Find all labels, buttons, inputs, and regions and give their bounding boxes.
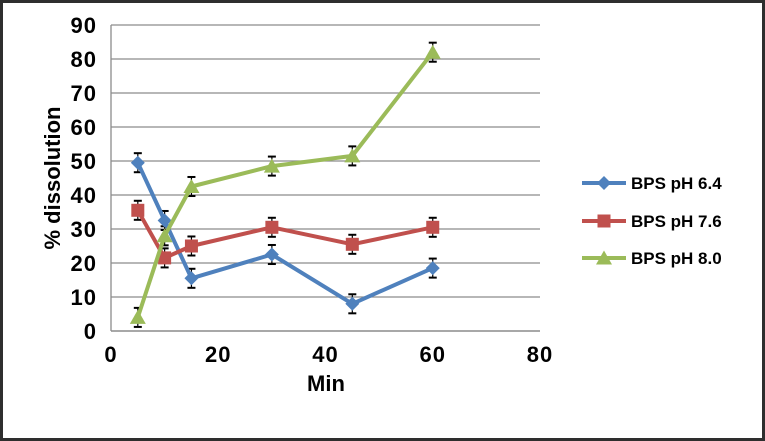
- series-marker: [345, 296, 360, 311]
- y-tick-label: 60: [71, 115, 97, 140]
- x-tick-label: 80: [527, 342, 553, 367]
- series-marker: [265, 220, 279, 234]
- y-axis-title: % dissolution: [40, 107, 65, 250]
- y-tick-label: 50: [71, 149, 97, 174]
- axes-layer: [110, 25, 540, 332]
- series-line: [135, 208, 435, 260]
- series-line: [135, 160, 435, 306]
- legend-marker: [596, 250, 612, 265]
- legend-label: BPS pH 6.4: [631, 174, 722, 193]
- series-marker: [130, 155, 145, 170]
- dissolution-line-chart: 0 10 20 30 40 50 60 70 80 90 0 20 40 60 80 % dissoluti…: [40, 13, 722, 396]
- series-marker: [426, 220, 440, 234]
- legend-label: BPS pH 8.0: [631, 249, 722, 268]
- y-tick-label: 30: [71, 217, 97, 242]
- series-marker: [345, 237, 359, 251]
- error-bars-layer: [133, 41, 437, 328]
- tick-labels-layer: 0 10 20 30 40 50 60 70 80 90 0 20 40 60 80: [71, 13, 553, 367]
- series-marker: [263, 158, 280, 173]
- series-marker: [344, 148, 361, 163]
- series-marker: [131, 203, 145, 217]
- x-axis-title: Min: [307, 371, 345, 396]
- x-tick-label: 0: [104, 342, 117, 367]
- legend-marker: [597, 214, 611, 228]
- series-marker: [184, 271, 199, 286]
- series-marker: [184, 239, 198, 253]
- x-tick-label: 60: [420, 342, 446, 367]
- series-marker: [183, 179, 200, 193]
- series-layer: [129, 44, 441, 324]
- y-tick-label: 0: [84, 319, 97, 344]
- y-tick-label: 20: [71, 251, 97, 276]
- series-marker: [425, 261, 440, 276]
- series-line: [135, 50, 435, 320]
- series-marker: [424, 44, 441, 59]
- y-tick-label: 80: [71, 47, 97, 72]
- series-marker: [158, 251, 172, 265]
- y-tick-label: 90: [71, 13, 97, 38]
- x-tick-label: 20: [205, 342, 231, 367]
- y-tick-label: 10: [71, 285, 97, 310]
- series-marker: [156, 228, 173, 243]
- y-tick-label: 40: [71, 183, 97, 208]
- series-marker: [129, 309, 146, 324]
- series-marker: [157, 213, 172, 228]
- legend-label: BPS pH 7.6: [631, 212, 722, 231]
- legend-marker: [597, 176, 611, 190]
- y-tick-label: 70: [71, 81, 97, 106]
- series-marker: [264, 247, 279, 262]
- x-tick-label: 40: [312, 342, 338, 367]
- legend: BPS pH 6.4 BPS pH 7.6 BPS pH 8.0: [582, 174, 722, 268]
